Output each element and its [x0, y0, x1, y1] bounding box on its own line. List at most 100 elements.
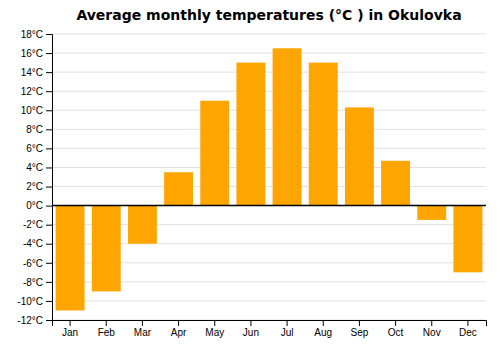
- grid-line: [52, 148, 486, 149]
- x-tick-mark: [467, 320, 468, 326]
- y-tick-mark: [46, 301, 52, 302]
- x-tick-label: Mar: [134, 327, 152, 338]
- grid-line: [52, 91, 486, 92]
- x-tick-mark: [323, 320, 324, 326]
- y-tick: 2°C: [26, 181, 52, 192]
- y-tick-label: 14°C: [21, 67, 43, 78]
- x-tick: Apr: [171, 320, 187, 338]
- y-tick-mark: [46, 320, 52, 321]
- x-tick: Aug: [314, 320, 332, 338]
- y-tick-label: -6°C: [23, 258, 43, 269]
- y-tick-mark: [46, 72, 52, 73]
- y-tick-mark: [46, 187, 52, 188]
- x-tick: Mar: [134, 320, 152, 338]
- chart: -12°C-10°C-8°C-6°C-4°C-2°C0°C2°C4°C6°C8°…: [0, 0, 500, 350]
- plot-area: -12°C-10°C-8°C-6°C-4°C-2°C0°C2°C4°C6°C8°…: [17, 29, 486, 338]
- bar: [164, 172, 193, 205]
- y-tick-mark: [46, 244, 52, 245]
- y-tick-mark: [46, 167, 52, 168]
- grid-line: [52, 72, 486, 73]
- y-tick-mark: [46, 225, 52, 226]
- y-tick-mark: [46, 34, 52, 35]
- x-tick-mark: [395, 320, 396, 326]
- y-tick-label: 4°C: [26, 162, 43, 173]
- bar: [92, 206, 121, 292]
- y-tick-label: 10°C: [21, 105, 43, 116]
- bar: [128, 206, 157, 244]
- x-tick: Jul: [281, 320, 294, 338]
- y-tick: 14°C: [21, 67, 52, 78]
- y-tick: 4°C: [26, 162, 52, 173]
- y-tick-label: 8°C: [26, 124, 43, 135]
- x-tick-label: Feb: [98, 327, 116, 338]
- y-tick-label: -4°C: [23, 238, 43, 249]
- x-tick-mark: [142, 320, 143, 326]
- grid-line: [52, 186, 486, 187]
- y-axis-line: [46, 35, 53, 321]
- bar: [236, 63, 265, 206]
- y-tick-label: 16°C: [21, 48, 43, 59]
- y-tick-label: 0°C: [26, 200, 43, 211]
- y-tick-mark: [46, 263, 52, 264]
- zero-line: [52, 205, 486, 207]
- y-axis: -12°C-10°C-8°C-6°C-4°C-2°C0°C2°C4°C6°C8°…: [17, 29, 52, 326]
- y-tick: 18°C: [21, 29, 52, 40]
- y-tick-mark: [46, 110, 52, 111]
- x-tick: Sep: [351, 320, 369, 338]
- y-tick: -6°C: [23, 258, 52, 269]
- y-tick-label: 2°C: [26, 181, 43, 192]
- grid-line: [52, 300, 486, 301]
- y-tick: 10°C: [21, 105, 52, 116]
- bar: [200, 101, 229, 206]
- y-tick-label: -8°C: [23, 277, 43, 288]
- bar: [309, 63, 338, 206]
- grid-line: [52, 167, 486, 168]
- y-tick: -8°C: [23, 277, 52, 288]
- grid-line: [52, 53, 486, 54]
- x-tick-label: May: [205, 327, 224, 338]
- x-tick-mark: [250, 320, 251, 326]
- x-tick-label: Aug: [314, 327, 332, 338]
- x-tick-mark: [70, 320, 71, 326]
- x-axis: Jan Feb Mar Apr May Jun Jul Aug Sep Oct Nov Dec: [53, 320, 487, 338]
- grid-line: [52, 34, 486, 35]
- bar: [417, 206, 446, 220]
- y-tick: -2°C: [23, 219, 52, 230]
- x-tick-mark: [287, 320, 288, 326]
- x-tick-mark: [214, 320, 215, 326]
- x-tick-mark: [359, 320, 360, 326]
- y-tick-label: 12°C: [21, 86, 43, 97]
- x-axis-line: [53, 321, 487, 327]
- title: Average monthly temperatures (°C ) in Ok…: [76, 7, 461, 23]
- x-tick-label: Sep: [351, 327, 369, 338]
- y-tick-label: -2°C: [23, 219, 43, 230]
- x-tick-label: Dec: [459, 327, 477, 338]
- bars: [56, 48, 483, 310]
- y-tick: -10°C: [17, 296, 52, 307]
- y-tick: 12°C: [21, 86, 52, 97]
- x-tick-label: Oct: [388, 327, 404, 338]
- bar: [453, 206, 482, 273]
- x-tick-label: Jul: [281, 327, 294, 338]
- y-tick-label: -12°C: [17, 315, 43, 326]
- y-tick-mark: [46, 206, 52, 207]
- x-tick: Jan: [62, 320, 78, 338]
- bar: [381, 161, 410, 206]
- x-tick-label: Jun: [243, 327, 259, 338]
- y-tick: 0°C: [26, 200, 52, 211]
- y-tick: 16°C: [21, 48, 52, 59]
- y-tick: -12°C: [17, 315, 52, 326]
- y-tick-mark: [46, 148, 52, 149]
- x-tick-mark: [178, 320, 179, 326]
- grid-line: [52, 205, 486, 206]
- y-tick-mark: [46, 129, 52, 130]
- grid: [52, 34, 486, 320]
- x-tick-label: Jan: [62, 327, 78, 338]
- y-tick-mark: [46, 282, 52, 283]
- x-tick: Nov: [423, 320, 441, 338]
- grid-line: [52, 110, 486, 111]
- grid-line: [52, 129, 486, 130]
- x-tick-label: Apr: [171, 327, 187, 338]
- x-tick: May: [205, 320, 224, 338]
- bar: [345, 107, 374, 205]
